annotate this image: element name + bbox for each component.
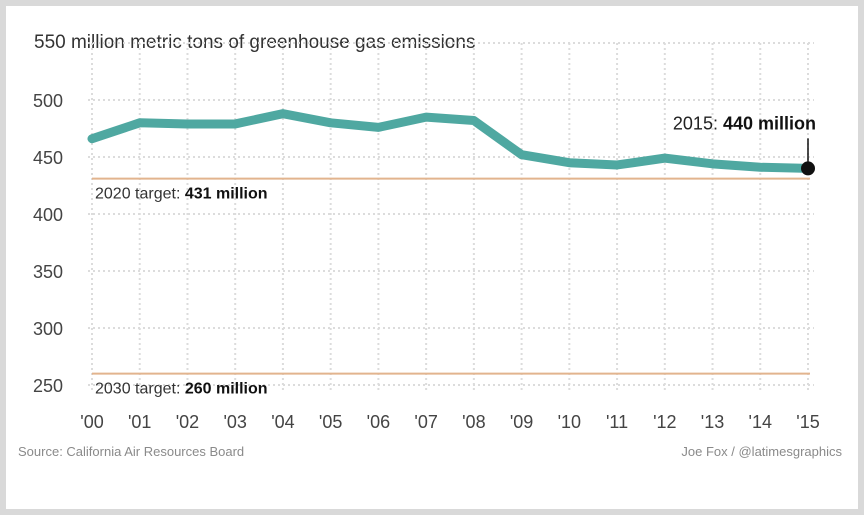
x-tick-label: '12	[653, 412, 676, 432]
endpoint-dot	[801, 161, 815, 176]
grid-lines	[88, 42, 814, 391]
x-tick-label: '03	[223, 412, 246, 432]
x-tick-label: '02	[176, 412, 199, 432]
source-note: Source: California Air Resources Board	[18, 444, 245, 459]
series-layer	[87, 109, 813, 173]
y-tick-label: 400	[33, 205, 63, 225]
x-axis-ticks: '00 '01 '02 '03 '04 '05 '06 '07 '08 '09 '10 '11 '12 '…	[80, 412, 819, 432]
x-tick-label: '06	[367, 412, 390, 432]
endpoint-label: 2015: 440 million	[673, 113, 816, 133]
y-tick-label: 450	[33, 148, 63, 168]
credit-note: Joe Fox / @latimesgraphics	[681, 444, 842, 459]
y-tick-label: 350	[33, 262, 63, 282]
y-tick-label: 500	[33, 91, 63, 111]
x-tick-label: '09	[510, 412, 533, 432]
x-tick-label: '05	[319, 412, 342, 432]
endpoint-callout: 2015: 440 million	[673, 113, 816, 176]
x-tick-label: '15	[796, 412, 819, 432]
emissions-series-line	[87, 109, 813, 173]
x-tick-label: '07	[414, 412, 437, 432]
x-tick-label: '00	[80, 412, 103, 432]
y-tick-label: 250	[33, 376, 63, 396]
target-label: 2020 target: 431 million	[95, 186, 268, 203]
target-lines: 2020 target: 431 million 2030 target: 260…	[92, 177, 810, 398]
x-tick-label: '10	[558, 412, 581, 432]
x-tick-label: '14	[749, 412, 772, 432]
x-tick-label: '11	[606, 412, 628, 432]
x-tick-label: '01	[128, 412, 151, 432]
y-axis-ticks: 500 450 400 350 300 250	[33, 91, 63, 396]
y-tick-label: 300	[33, 319, 63, 339]
target-label: 2030 target: 260 million	[95, 381, 268, 398]
x-tick-label: '08	[462, 412, 485, 432]
x-tick-label: '13	[701, 412, 724, 432]
x-tick-label: '04	[271, 412, 294, 432]
chart-card	[6, 6, 858, 509]
